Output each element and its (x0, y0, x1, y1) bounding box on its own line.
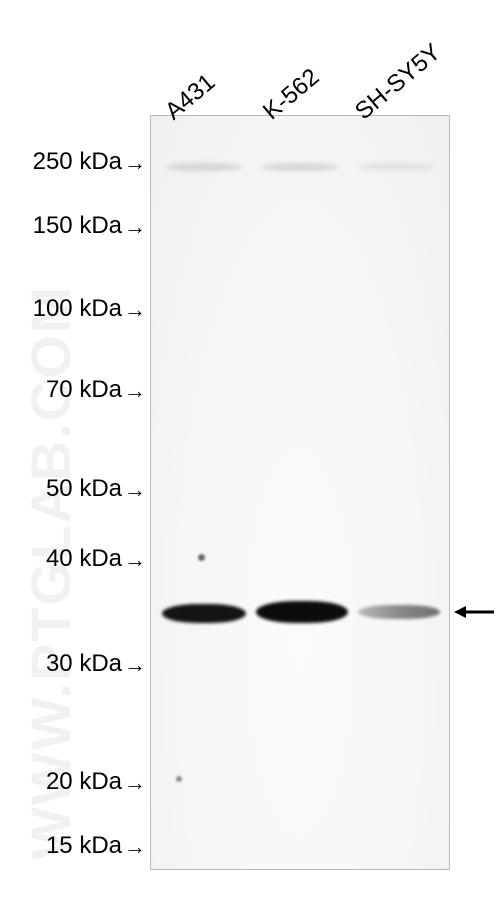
target-band-lane1 (162, 604, 246, 623)
mw-label-20: 20 kDa→ (0, 768, 146, 796)
arrow-icon: → (124, 547, 146, 573)
mw-text: 40 kDa (46, 545, 122, 572)
artifact-dot (198, 554, 205, 561)
mw-label-100: 100 kDa→ (0, 295, 146, 323)
mw-label-250: 250 kDa→ (0, 148, 146, 176)
lane-label-3: SH-SY5Y (350, 39, 447, 126)
mw-label-50: 50 kDa→ (0, 475, 146, 503)
arrow-icon: → (124, 477, 146, 503)
faint-band-2 (262, 163, 338, 171)
faint-band-1 (166, 163, 242, 171)
mw-label-40: 40 kDa→ (0, 545, 146, 573)
target-arrow-icon (454, 602, 494, 622)
blot-background (151, 116, 449, 869)
arrow-icon: → (124, 150, 146, 176)
mw-text: 15 kDa (46, 832, 122, 859)
mw-label-150: 150 kDa→ (0, 212, 146, 240)
arrow-icon: → (124, 834, 146, 860)
mw-text: 250 kDa (33, 148, 122, 175)
mw-label-70: 70 kDa→ (0, 376, 146, 404)
mw-label-30: 30 kDa→ (0, 650, 146, 678)
mw-text: 50 kDa (46, 475, 122, 502)
mw-text: 150 kDa (33, 212, 122, 239)
blot-figure: WWW.PTGLAB.COM A431 K-562 SH-SY5Y 250 kD… (0, 0, 500, 903)
arrow-icon: → (124, 214, 146, 240)
mw-text: 100 kDa (33, 295, 122, 322)
arrow-icon: → (124, 770, 146, 796)
arrow-icon: → (124, 378, 146, 404)
mw-text: 30 kDa (46, 650, 122, 677)
target-band-lane2 (256, 601, 348, 623)
arrow-icon: → (124, 652, 146, 678)
artifact-dot-2 (176, 776, 182, 782)
mw-label-15: 15 kDa→ (0, 832, 146, 860)
faint-band-3 (358, 163, 434, 170)
arrow-icon: → (124, 297, 146, 323)
mw-text: 20 kDa (46, 768, 122, 795)
target-band-lane3 (358, 605, 440, 619)
mw-text: 70 kDa (46, 376, 122, 403)
